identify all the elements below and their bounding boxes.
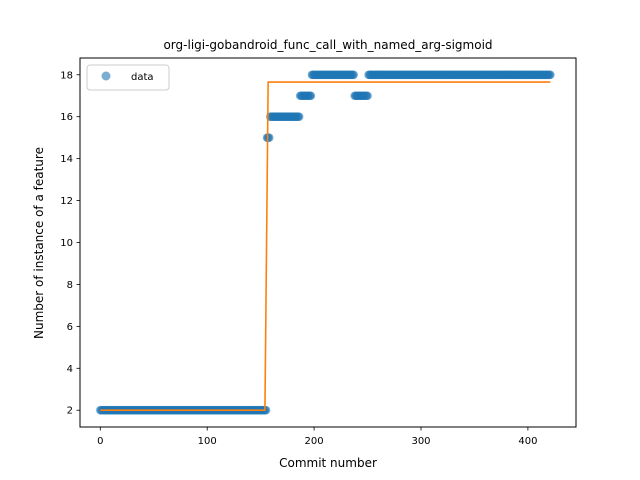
chart-title: org-ligi-gobandroid_func_call_with_named… xyxy=(163,38,492,52)
sigmoid-fit-line xyxy=(100,81,551,412)
y-tick-label: 6 xyxy=(67,322,73,333)
data-point xyxy=(363,91,372,101)
y-tick-label: 10 xyxy=(60,238,73,249)
data-point xyxy=(546,70,555,80)
x-tick-label: 100 xyxy=(198,436,217,447)
y-tick-label: 14 xyxy=(60,154,73,165)
y-tick-label: 16 xyxy=(60,112,73,123)
legend-box xyxy=(86,64,170,91)
x-tick-label: 0 xyxy=(97,436,103,447)
y-tick-label: 8 xyxy=(67,280,73,291)
y-axis: 2 4 6 8 10 12 14 16 18 xyxy=(60,70,80,417)
y-tick-label: 4 xyxy=(67,364,73,375)
data-point xyxy=(306,91,316,101)
y-tick-label: 18 xyxy=(60,70,73,81)
legend-label-data: data xyxy=(131,72,154,83)
y-tick-label: 12 xyxy=(60,196,73,207)
y-axis-title: Number of instance of a feature xyxy=(32,147,46,339)
plot-frame xyxy=(79,57,577,428)
legend: data xyxy=(86,64,170,91)
plot-area xyxy=(96,70,555,415)
data-point xyxy=(261,405,271,415)
x-axis: 0 100 200 300 400 xyxy=(97,427,537,447)
legend-marker-data xyxy=(101,71,111,81)
data-point xyxy=(264,133,274,142)
x-tick-label: 200 xyxy=(305,436,324,447)
x-tick-label: 300 xyxy=(411,436,430,447)
y-tick-label: 2 xyxy=(67,406,73,417)
x-axis-title: Commit number xyxy=(279,456,377,470)
data-point xyxy=(294,112,304,122)
data-point xyxy=(349,70,358,80)
x-tick-label: 400 xyxy=(518,436,537,447)
